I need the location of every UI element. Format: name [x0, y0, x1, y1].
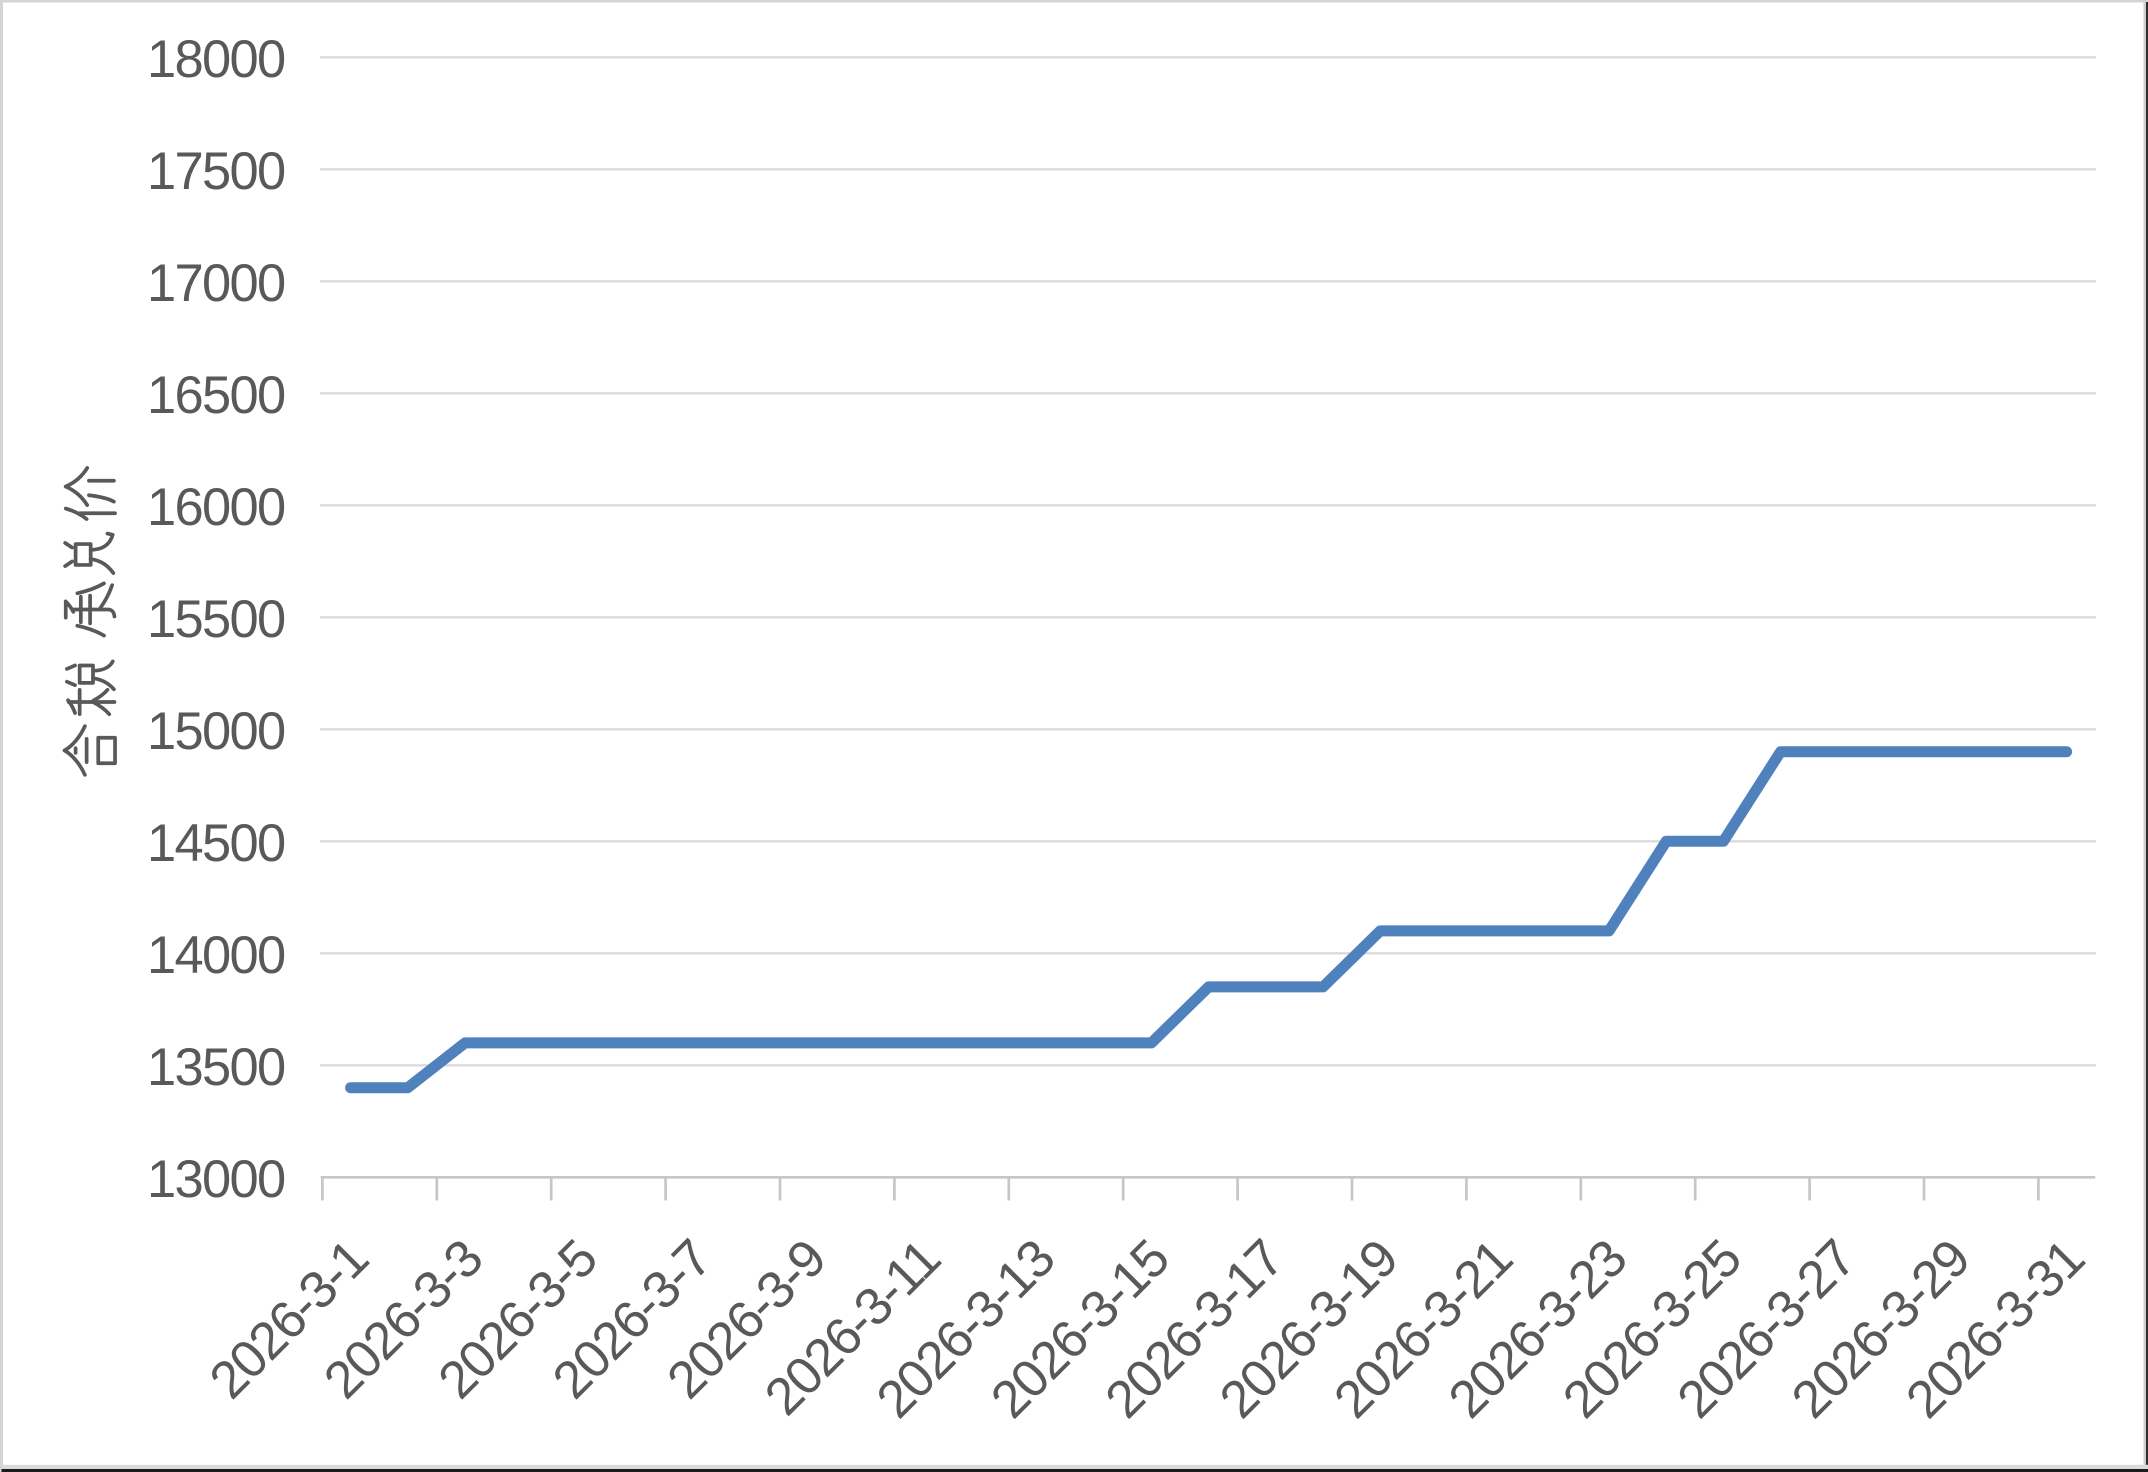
svg-text:17000: 17000: [147, 254, 285, 313]
svg-text:15000: 15000: [147, 702, 285, 761]
svg-text:17500: 17500: [147, 142, 285, 201]
svg-text:18000: 18000: [147, 30, 285, 89]
svg-text:16500: 16500: [147, 366, 285, 425]
svg-text:13500: 13500: [147, 1038, 285, 1097]
svg-text:13000: 13000: [147, 1150, 285, 1209]
svg-text:14500: 14500: [147, 814, 285, 873]
svg-text:14000: 14000: [147, 926, 285, 985]
svg-text:15500: 15500: [147, 590, 285, 649]
svg-text:16000: 16000: [147, 478, 285, 537]
